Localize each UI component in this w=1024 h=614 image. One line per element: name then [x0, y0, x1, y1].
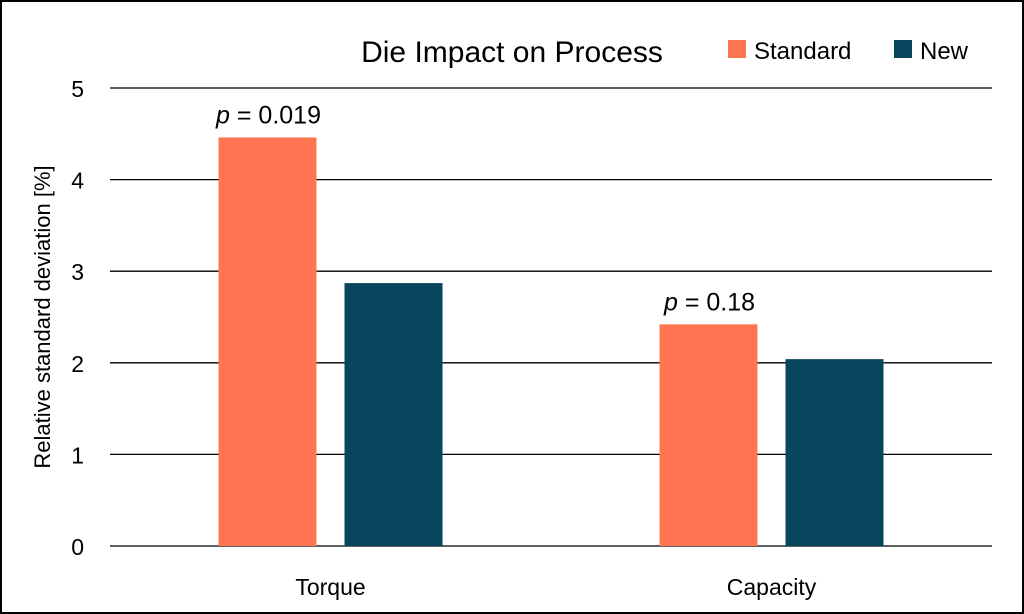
p-value-annotation: p = 0.019	[215, 101, 321, 129]
p-value-text: = 0.18	[678, 288, 755, 316]
legend-label-new: New	[920, 38, 969, 65]
y-axis-label: Relative standard deviation [%]	[30, 165, 55, 468]
bar-new-torque	[344, 283, 443, 546]
y-tick-label: 1	[71, 442, 84, 468]
p-value-annotation: p = 0.18	[663, 288, 755, 316]
chart-title: Die Impact on Process	[361, 36, 663, 69]
legend: Standard New	[728, 38, 969, 65]
x-tick-label: Torque	[295, 574, 365, 600]
x-tick-label: Capacity	[727, 574, 817, 600]
bar-standard-capacity	[659, 324, 758, 546]
y-tick-label: 4	[71, 168, 84, 194]
y-axis-ticks: 0 1 2 3 4 5	[71, 76, 84, 560]
bar-standard-torque	[218, 137, 317, 547]
bar-new-capacity	[785, 359, 884, 546]
y-tick-label: 2	[71, 351, 84, 377]
y-tick-label: 0	[71, 534, 84, 560]
y-tick-label: 3	[71, 259, 84, 285]
legend-swatch-new	[894, 40, 912, 58]
y-tick-label: 5	[71, 76, 84, 102]
legend-swatch-standard	[728, 40, 746, 58]
x-axis-ticks: Torque Capacity	[295, 574, 816, 600]
p-symbol: p	[215, 101, 230, 129]
bars	[218, 137, 884, 547]
legend-label-standard: Standard	[754, 38, 851, 65]
p-symbol: p	[663, 288, 678, 316]
p-value-text: = 0.019	[230, 101, 321, 129]
